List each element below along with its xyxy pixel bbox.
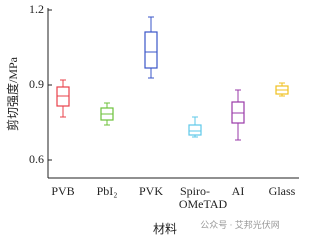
y-axis-title: 剪切强度/MPa <box>5 56 20 131</box>
x-tick-label: Spiro-OMeTAD <box>179 184 228 211</box>
x-tick-label: PVB <box>51 184 74 198</box>
box <box>144 31 158 69</box>
y-tick-label: 1.2 <box>29 2 44 16</box>
x-tick-label-line: Spiro- <box>180 184 210 198</box>
x-axis-title: 材料 <box>153 222 177 236</box>
x-tick-label: AI <box>232 184 245 198</box>
chart: 剪切强度/MPa 材料 公众号 · 艾邦光伏网 0.6 0.9 1.2 PVB PbI₂… <box>5 2 299 236</box>
y-tick-label: 0.9 <box>29 77 44 91</box>
box <box>188 124 202 136</box>
x-tick-label: PVK <box>139 184 163 198</box>
x-tick-label: Glass <box>269 184 296 198</box>
x-tick-label: PbI₂ <box>97 184 118 198</box>
y-tick-label: 0.6 <box>29 152 44 166</box>
x-tick-label-line: OMeTAD <box>179 197 228 211</box>
watermark: 公众号 · 艾邦光伏网 <box>200 219 280 230</box>
